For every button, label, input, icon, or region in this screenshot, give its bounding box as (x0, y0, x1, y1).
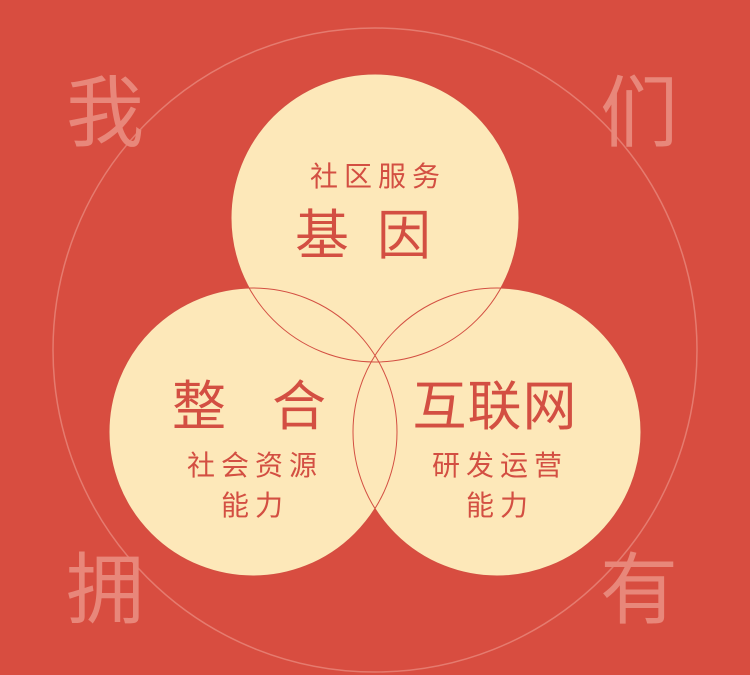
circle-left-outline (108, 287, 398, 577)
right-circle-subtitle-line2: 能力 (465, 489, 534, 522)
right-circle-subtitle-line1: 研发运营 (431, 449, 568, 482)
circle-right-outline (352, 287, 642, 577)
right-circle-title: 互联网 (412, 375, 578, 438)
circle-top-fill (231, 74, 519, 362)
circle-top-outline (230, 73, 520, 363)
corner-char-bottom-right: 有 (600, 546, 679, 636)
outer-ring (52, 27, 698, 673)
left-circle-subtitle-line1: 社会资源 (186, 449, 323, 482)
corner-char-bottom-left: 拥 (66, 546, 145, 636)
corner-char-top-left: 我 (66, 69, 145, 159)
left-circle-subtitle-line2: 能力 (220, 489, 289, 522)
circle-left-fill (109, 288, 397, 576)
top-circle-subtitle: 社区服务 (309, 160, 446, 193)
top-circle-title: 基因 (295, 204, 459, 267)
circle-right-fill (353, 288, 641, 576)
left-circle-title: 整合 (172, 375, 372, 438)
corner-char-top-right: 们 (600, 69, 679, 159)
